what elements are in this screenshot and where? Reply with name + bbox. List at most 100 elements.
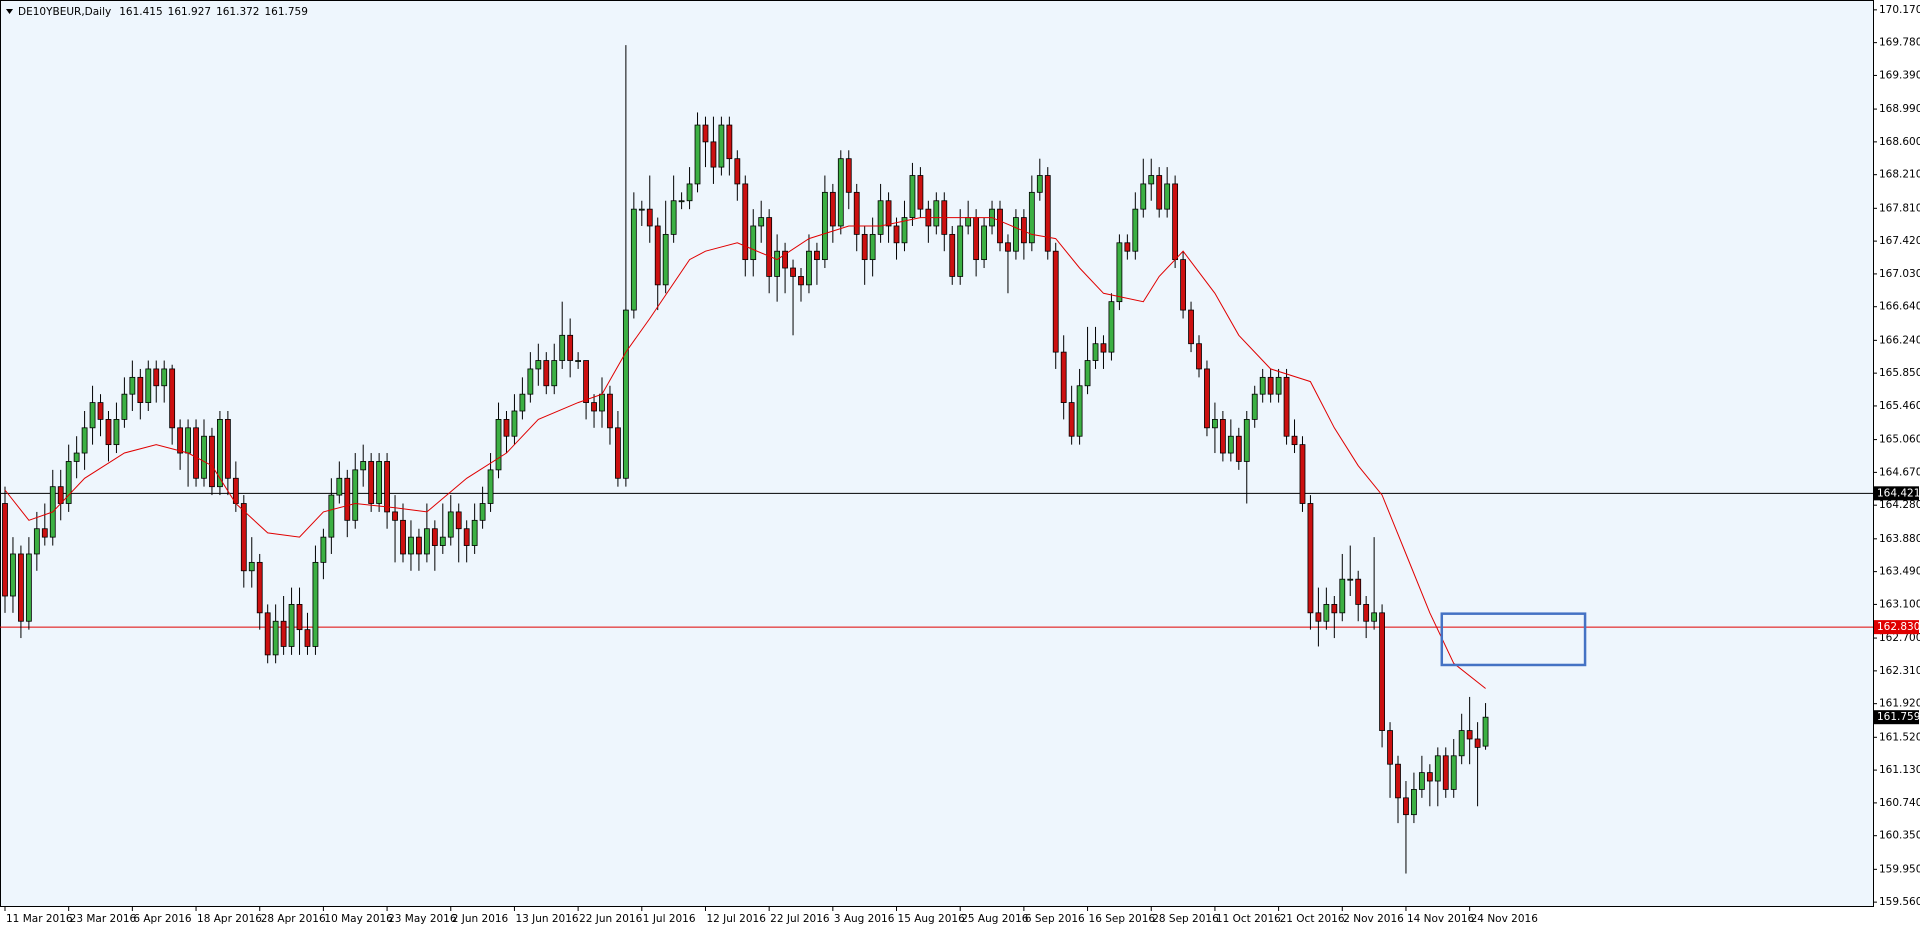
candle-body (392, 511, 398, 521)
y-tick-label: 169.390 (1879, 69, 1920, 81)
x-tick-label: 2 Nov 2016 (1343, 913, 1404, 925)
candle-body (1243, 419, 1250, 462)
x-tick-label: 6 Apr 2016 (133, 913, 192, 925)
candle-body (1235, 435, 1242, 462)
x-tick-label: 2 Jun 2016 (452, 913, 509, 925)
candle-body (519, 393, 526, 412)
x-tick-label: 22 Jul 2016 (770, 913, 830, 925)
header-close: 161.759 (264, 6, 307, 18)
y-tick-label: 167.810 (1879, 202, 1920, 214)
candle-body (1283, 376, 1290, 437)
x-tick-label: 13 Jun 2016 (515, 913, 578, 925)
candle-body (782, 250, 788, 269)
candle-body (137, 376, 144, 403)
candle-body (885, 200, 892, 227)
candle-body (368, 461, 375, 504)
candle-body (264, 612, 271, 656)
candle-body (638, 208, 645, 211)
candle-body (1355, 578, 1362, 605)
menu-arrow (6, 9, 13, 14)
candle-body (423, 528, 430, 555)
x-tick-label: 3 Aug 2016 (834, 913, 895, 925)
candle-body (1450, 755, 1457, 790)
chart-header: DE10YBEUR,Daily 161.415 161.927 161.372 161.… (18, 6, 308, 18)
candle-body (718, 124, 725, 168)
candle-body (957, 225, 964, 277)
y-tick-label: 168.600 (1879, 136, 1920, 148)
candle-body (169, 368, 176, 429)
candle-body (1076, 385, 1083, 437)
candle-body (280, 620, 287, 647)
candle-body (161, 368, 168, 387)
candle-body (360, 461, 367, 471)
candle-body (384, 461, 390, 513)
x-tick-label: 10 May 2016 (324, 913, 393, 925)
candle-body (798, 276, 804, 286)
candle-body (1434, 755, 1441, 782)
candle-body (1315, 612, 1322, 622)
candle-body (1084, 360, 1091, 387)
candle-body (1426, 772, 1433, 782)
x-tick-label: 23 Mar 2016 (70, 913, 137, 925)
candle-body (1411, 789, 1417, 816)
candle-body (853, 191, 860, 235)
y-tick-label: 169.780 (1879, 37, 1920, 49)
candle-body (1275, 376, 1282, 395)
candle-body (1482, 716, 1489, 747)
header-open: 161.415 (119, 6, 162, 18)
candle-body (591, 402, 597, 412)
y-tick-label: 168.210 (1879, 169, 1920, 181)
y-tick-label: 163.490 (1879, 566, 1920, 578)
candle-body (1403, 797, 1409, 816)
candle-body (511, 410, 518, 437)
candle-body (1307, 503, 1314, 614)
candle-body (1172, 183, 1179, 261)
candle-body (1164, 183, 1171, 210)
candle-body (1371, 612, 1378, 622)
candle-body (376, 461, 383, 504)
x-tick-label: 11 Oct 2016 (1216, 913, 1281, 925)
x-tick-label: 23 May 2016 (388, 913, 457, 925)
symbol: DE10YBEUR,Daily (18, 6, 111, 18)
x-tick-label: 12 Jul 2016 (706, 913, 766, 925)
drawn-rectangle (1440, 612, 1587, 667)
candle-body (758, 217, 765, 227)
candle-body (431, 528, 438, 546)
candle-body (463, 528, 470, 546)
candle-body (1148, 175, 1155, 185)
candle-body (1418, 772, 1425, 790)
x-tick-label: 18 Apr 2016 (197, 913, 262, 925)
x-tick-label: 6 Sep 2016 (1025, 913, 1085, 925)
candle-body (1347, 578, 1354, 581)
candle-body (662, 233, 669, 286)
candle-body (726, 124, 733, 160)
candle-body (710, 141, 717, 168)
candle-body (829, 191, 836, 227)
candle-body (1156, 175, 1163, 210)
candle-body (455, 511, 462, 530)
candle-body (503, 419, 510, 437)
candle-body (224, 419, 231, 479)
candle-body (1339, 578, 1346, 614)
candle-body (1036, 175, 1043, 193)
candle-body (177, 427, 184, 454)
candle-body (702, 124, 709, 143)
candle-body (320, 536, 327, 563)
candle-body (73, 452, 80, 462)
candle-body (495, 419, 502, 471)
candle-body (408, 536, 414, 555)
candle-body (487, 469, 494, 504)
candle-body (734, 158, 741, 185)
candle-body (240, 503, 247, 572)
candle-body (1124, 242, 1131, 252)
x-tick-label: 14 Nov 2016 (1407, 913, 1475, 925)
candle-body (551, 360, 558, 387)
candle-body (559, 334, 566, 361)
candle-body (248, 561, 255, 572)
candle-body (965, 217, 972, 227)
candle-body (1291, 435, 1298, 446)
price-label-box (1874, 486, 1919, 501)
candle-body (129, 376, 136, 395)
